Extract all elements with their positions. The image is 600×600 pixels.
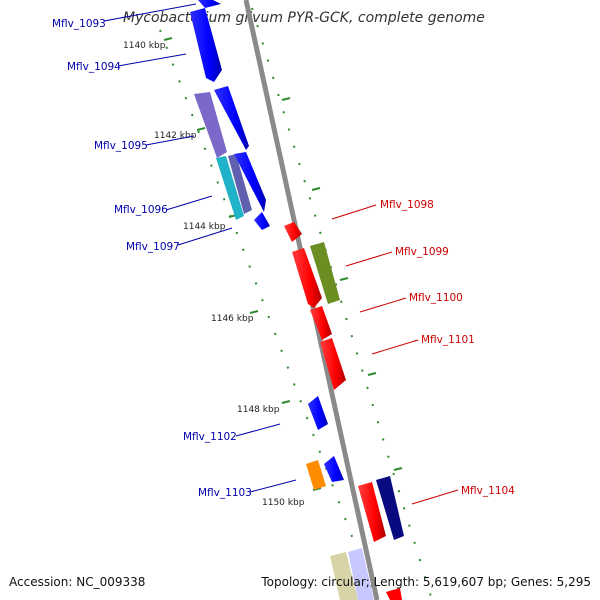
genome-summary-text: Topology: circular; Length: 5,619,607 bp… bbox=[260, 575, 591, 589]
tick-label-1148: 1148 kbp bbox=[237, 405, 280, 415]
gene-mflv-1093[interactable] bbox=[198, 0, 221, 8]
label-leaders bbox=[103, 3, 459, 505]
gene-mflv-1098[interactable] bbox=[284, 222, 302, 242]
accession-text: Accession: NC_009338 bbox=[9, 575, 145, 589]
gene-mflv-1097[interactable] bbox=[254, 212, 270, 230]
map-title: Mycobacterium gilvum PYR-GCK, complete g… bbox=[123, 10, 485, 26]
gene-mflv-1103[interactable] bbox=[306, 456, 344, 490]
tick-track-left bbox=[159, 29, 377, 600]
gene-label-mflv-1093[interactable]: Mflv_1093 bbox=[52, 18, 106, 30]
gene-mflv-1099[interactable] bbox=[292, 242, 340, 308]
tick-label-1142: 1142 kbp bbox=[154, 131, 197, 141]
gene-label-mflv-1100[interactable]: Mflv_1100 bbox=[409, 292, 463, 304]
tick-label-1150: 1150 kbp bbox=[262, 498, 305, 508]
gene-label-mflv-1095[interactable]: Mflv_1095 bbox=[94, 140, 148, 152]
gene-partial-bottom bbox=[330, 548, 402, 600]
gene-mflv-1096[interactable] bbox=[216, 152, 266, 220]
gene-label-mflv-1101[interactable]: Mflv_1101 bbox=[421, 334, 475, 346]
gene-mflv-1094[interactable] bbox=[190, 8, 222, 82]
gene-label-mflv-1097[interactable]: Mflv_1097 bbox=[126, 241, 180, 253]
gene-mflv-1104[interactable] bbox=[358, 476, 404, 542]
gene-label-mflv-1099[interactable]: Mflv_1099 bbox=[395, 246, 449, 258]
tick-label-1140: 1140 kbp bbox=[123, 41, 166, 51]
gene-mflv-1100[interactable] bbox=[310, 306, 332, 340]
gene-mflv-1095[interactable] bbox=[194, 86, 249, 158]
gene-label-mflv-1103[interactable]: Mflv_1103 bbox=[198, 487, 252, 499]
gene-label-mflv-1096[interactable]: Mflv_1096 bbox=[114, 204, 168, 216]
tick-track-right bbox=[251, 7, 433, 600]
gene-mflv-1101[interactable] bbox=[320, 338, 346, 390]
tick-label-1144: 1144 kbp bbox=[183, 222, 226, 232]
gene-label-mflv-1094[interactable]: Mflv_1094 bbox=[67, 61, 121, 73]
tick-label-1146: 1146 kbp bbox=[211, 314, 254, 324]
gene-label-mflv-1098[interactable]: Mflv_1098 bbox=[380, 199, 434, 211]
gene-label-mflv-1104[interactable]: Mflv_1104 bbox=[461, 485, 515, 497]
gene-mflv-1102[interactable] bbox=[308, 396, 328, 430]
gene-label-mflv-1102[interactable]: Mflv_1102 bbox=[183, 431, 237, 443]
